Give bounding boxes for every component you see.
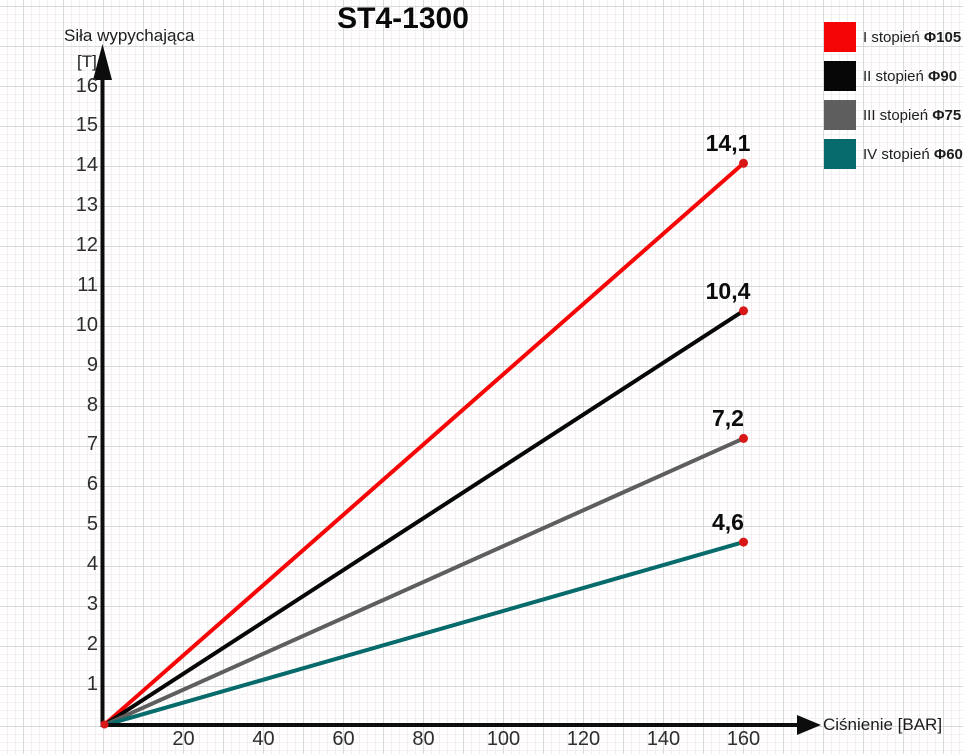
x-tick-label: 80 bbox=[412, 728, 435, 750]
y-tick-label: 11 bbox=[77, 273, 98, 296]
legend-diameter: Φ60 bbox=[933, 145, 963, 163]
x-tick-label: 100 bbox=[486, 728, 521, 750]
series-line bbox=[101, 540, 746, 728]
x-tick-label: 120 bbox=[566, 728, 601, 750]
series-line bbox=[101, 436, 746, 728]
x-tick-label: 20 bbox=[172, 728, 195, 750]
series-endpoint-dot bbox=[739, 433, 748, 443]
legend-row: III stopień Φ75 bbox=[824, 100, 963, 130]
x-tick-label: 60 bbox=[332, 728, 355, 750]
legend-swatch bbox=[824, 139, 856, 169]
value-label: 10,4 bbox=[705, 277, 751, 304]
y-tick-label: 3 bbox=[86, 592, 98, 615]
y-tick-label: 8 bbox=[86, 393, 98, 416]
value-label: 4,6 bbox=[712, 509, 744, 536]
series-endpoint-dot bbox=[739, 158, 748, 168]
x-tick-label: 40 bbox=[252, 728, 275, 750]
y-tick-label: 12 bbox=[75, 234, 98, 256]
legend-diameter: Φ75 bbox=[932, 106, 962, 124]
legend-label: I stopień Φ105 bbox=[863, 29, 961, 46]
y-tick-label: 2 bbox=[86, 632, 98, 655]
legend-row: I stopień Φ105 bbox=[824, 22, 963, 52]
y-tick-label: 4 bbox=[86, 553, 98, 575]
legend-series-name: II stopień bbox=[863, 67, 929, 85]
x-axis-arrow-icon bbox=[797, 715, 821, 735]
legend-series-name: IV stopień bbox=[863, 145, 934, 163]
value-label: 14,1 bbox=[705, 130, 751, 157]
legend-diameter: Φ105 bbox=[923, 28, 962, 46]
x-tick-label: 140 bbox=[646, 728, 681, 750]
legend-diameter: Φ90 bbox=[928, 67, 958, 85]
y-tick-label: 13 bbox=[75, 194, 98, 217]
y-tick-label: 16 bbox=[75, 74, 98, 97]
series-endpoint-dot bbox=[739, 537, 748, 547]
y-tick-label: 1 bbox=[86, 672, 98, 695]
legend-row: IV stopień Φ60 bbox=[824, 139, 963, 169]
legend-label: III stopień Φ75 bbox=[863, 107, 961, 124]
value-label: 7,2 bbox=[712, 405, 744, 432]
legend-series-name: III stopień bbox=[863, 106, 933, 124]
y-axis-unit: [T] bbox=[77, 52, 97, 71]
chart-title: ST4-1300 bbox=[337, 2, 469, 35]
x-tick-label: 160 bbox=[726, 728, 761, 750]
legend-row: II stopień Φ90 bbox=[824, 61, 963, 91]
legend-swatch bbox=[824, 22, 856, 52]
y-axis-title: Siła wypychająca bbox=[64, 26, 195, 45]
y-tick-label: 6 bbox=[86, 473, 98, 496]
y-tick-label: 14 bbox=[75, 154, 98, 177]
origin-dot bbox=[100, 720, 109, 729]
y-tick-label: 9 bbox=[86, 353, 98, 376]
series-endpoint-dot bbox=[739, 306, 748, 316]
legend-label: II stopień Φ90 bbox=[863, 68, 957, 85]
legend-swatch bbox=[824, 61, 856, 91]
legend: I stopień Φ105 II stopień Φ90 III stopień … bbox=[824, 22, 963, 178]
legend-swatch bbox=[824, 100, 856, 130]
legend-series-name: I stopień bbox=[863, 28, 924, 46]
y-tick-label: 5 bbox=[86, 513, 98, 536]
y-tick-label: 15 bbox=[75, 114, 98, 137]
series-line bbox=[101, 308, 746, 728]
series-line bbox=[101, 161, 746, 728]
y-axis-arrow-icon bbox=[93, 44, 112, 80]
legend-label: IV stopień Φ60 bbox=[863, 146, 963, 163]
x-axis-title: Ciśnienie [BAR] bbox=[823, 715, 943, 734]
y-tick-label: 10 bbox=[75, 313, 98, 336]
y-tick-label: 7 bbox=[86, 433, 98, 456]
